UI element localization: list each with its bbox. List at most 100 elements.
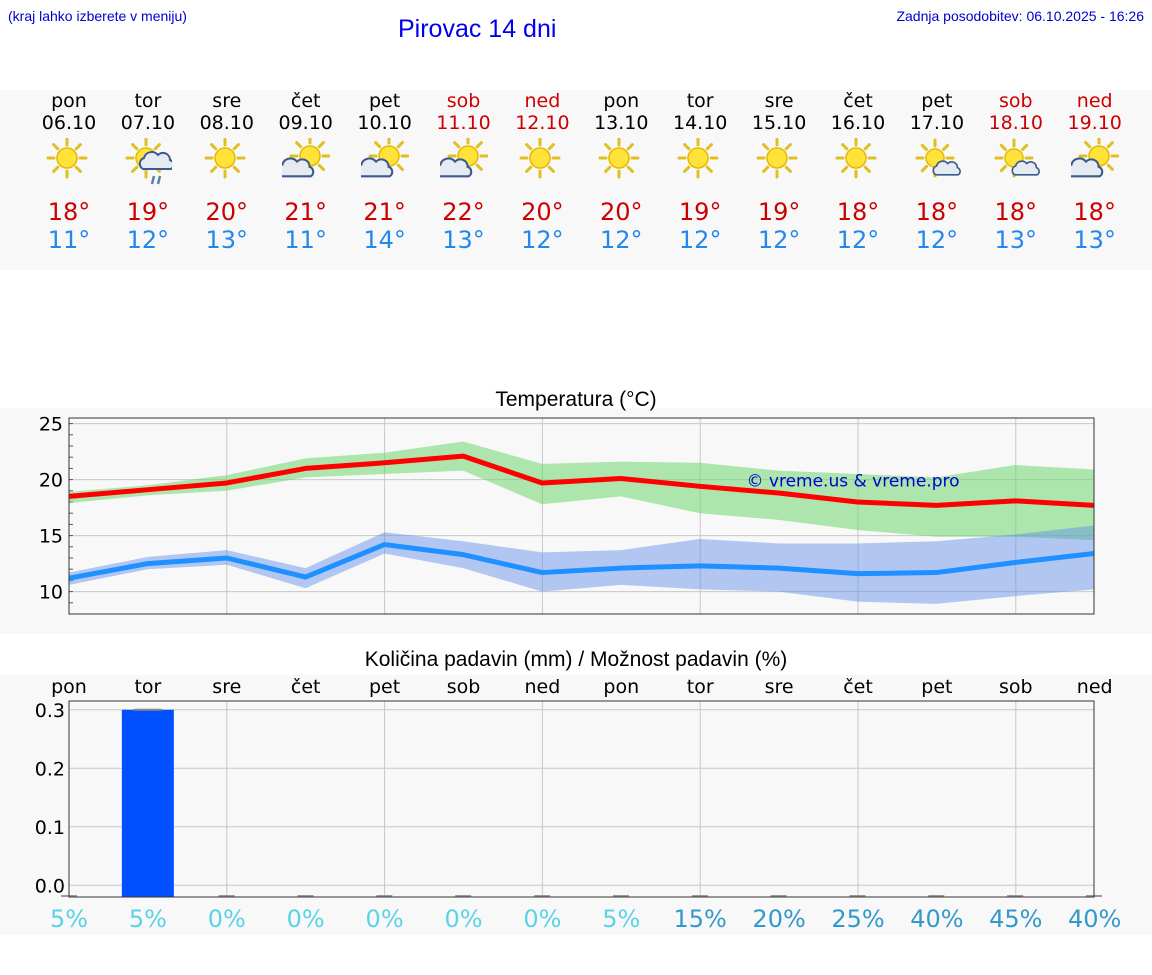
day-date: 18.10 <box>988 112 1043 134</box>
min-temperature: 13° <box>442 226 485 254</box>
day-date: 07.10 <box>120 112 176 134</box>
day-date: 11.10 <box>436 112 491 134</box>
day-date: 14.10 <box>672 112 728 134</box>
sun-icon <box>660 138 740 186</box>
day-name: pet <box>368 90 401 112</box>
location-hint: (kraj lahko izberete v meniju) <box>8 8 187 24</box>
precipitation-probability: 0% <box>444 905 482 933</box>
x-category-label: čet <box>843 676 873 698</box>
day-name: ned <box>1076 90 1113 112</box>
day-date: 15.10 <box>751 112 807 134</box>
day-name: sre <box>764 90 794 112</box>
y-tick-label: 25 <box>39 414 63 436</box>
forecast-day: sre 15.10 19° 12° <box>739 90 819 254</box>
sun-icon <box>818 138 898 186</box>
forecast-day: čet 16.10 18° 12° <box>818 90 898 254</box>
y-tick-label: 0.1 <box>35 817 65 839</box>
precipitation-probability: 15% <box>674 905 727 933</box>
precipitation-probability: 25% <box>831 905 884 933</box>
x-category-label: pon <box>603 676 639 698</box>
x-category-label: ned <box>1077 676 1113 698</box>
day-name: pet <box>921 90 953 112</box>
precipitation-probability: 0% <box>366 905 404 933</box>
max-temperature: 18° <box>47 198 91 226</box>
x-category-label: sre <box>765 676 794 698</box>
sun-icon <box>502 138 582 186</box>
x-category-label: pon <box>51 676 87 698</box>
day-date: 12.10 <box>515 112 570 134</box>
precipitation-probability: 5% <box>602 905 640 933</box>
precipitation-bar <box>121 709 174 897</box>
min-temperature: 12° <box>521 226 564 254</box>
max-temperature: 18° <box>836 198 880 226</box>
day-name: tor <box>686 90 714 112</box>
max-temperature: 19° <box>126 198 170 226</box>
day-name: čet <box>843 90 873 112</box>
precipitation-probability: 40% <box>910 905 963 933</box>
min-temperature: 11° <box>284 226 327 254</box>
day-name: tor <box>134 90 162 112</box>
y-tick-label: 20 <box>39 470 63 492</box>
y-tick-label: 0.3 <box>35 700 65 722</box>
x-category-label: sob <box>447 676 481 698</box>
sun-cloud-icon <box>424 138 504 186</box>
precipitation-probability: 40% <box>1068 905 1121 933</box>
last-update: Zadnja posodobitev: 06.10.2025 - 16:26 <box>896 8 1144 24</box>
forecast-day: pon 13.10 20° 12° <box>581 90 661 254</box>
precipitation-chart: pon tor sre čet pet sob ned pon tor sre čet pet sob n… <box>35 676 1122 933</box>
max-temperature: 21° <box>284 198 327 226</box>
day-name: ned <box>524 90 561 112</box>
forecast-day: čet 09.10 21° 11° <box>266 90 346 254</box>
max-temperature: 22° <box>442 198 485 226</box>
plot-area <box>69 701 1094 897</box>
day-date: 09.10 <box>278 112 333 134</box>
day-name: sob <box>446 90 481 112</box>
day-name: sob <box>999 90 1033 112</box>
max-temperature: 18° <box>915 198 959 226</box>
max-temperature: 21° <box>363 198 406 226</box>
sun-small-cloud-icon <box>976 138 1056 186</box>
sun-cloud-icon <box>1055 138 1135 186</box>
x-category-label: sob <box>999 676 1033 698</box>
day-name: čet <box>290 90 321 112</box>
day-name: sre <box>212 90 242 112</box>
min-temperature: 12° <box>836 226 880 254</box>
forecast-day: ned 12.10 20° 12° <box>502 90 582 254</box>
day-date: 06.10 <box>41 112 97 134</box>
day-name: pon <box>603 90 640 112</box>
sun-icon <box>29 138 109 186</box>
forecast-day: sob 18.10 18° 13° <box>976 90 1056 254</box>
sun-small-cloud-icon <box>897 138 977 186</box>
precipitation-probability: 0% <box>287 905 325 933</box>
sun-cloud-rain-icon <box>108 138 188 186</box>
forecast-day: tor 07.10 19° 12° <box>108 90 188 254</box>
precipitation-chart-title: Količina padavin (mm) / Možnost padavin … <box>364 648 788 671</box>
series-line <box>68 542 1095 581</box>
min-temperature: 14° <box>363 226 406 254</box>
precipitation-probability: 5% <box>50 905 88 933</box>
min-temperature: 12° <box>600 226 643 254</box>
sun-icon <box>581 138 661 186</box>
x-category-label: pet <box>369 676 400 698</box>
y-tick-label: 10 <box>39 582 63 604</box>
temperature-chart-title: Temperatura (°C) <box>495 388 657 411</box>
x-category-label: pet <box>921 676 952 698</box>
page-title: Pirovac 14 dni <box>398 15 557 43</box>
min-temperature: 12° <box>757 226 801 254</box>
precipitation-probability: 45% <box>989 905 1042 933</box>
forecast-day: pet 17.10 18° 12° <box>897 90 977 254</box>
precipitation-probability: 20% <box>752 905 805 933</box>
plot-frame <box>68 417 1095 615</box>
day-date: 19.10 <box>1067 112 1122 134</box>
sun-icon <box>187 138 267 186</box>
x-category-label: tor <box>134 676 161 698</box>
x-category-label: ned <box>525 676 561 698</box>
precipitation-probability: 0% <box>208 905 246 933</box>
y-tick-label: 0.2 <box>35 758 65 780</box>
day-date: 17.10 <box>909 112 965 134</box>
max-temperature: 19° <box>678 198 722 226</box>
uncertainty-band <box>69 525 1094 604</box>
forecast-day: pet 10.10 21° 14° <box>345 90 425 254</box>
min-temperature: 13° <box>205 226 249 254</box>
forecast-band <box>0 90 1152 270</box>
